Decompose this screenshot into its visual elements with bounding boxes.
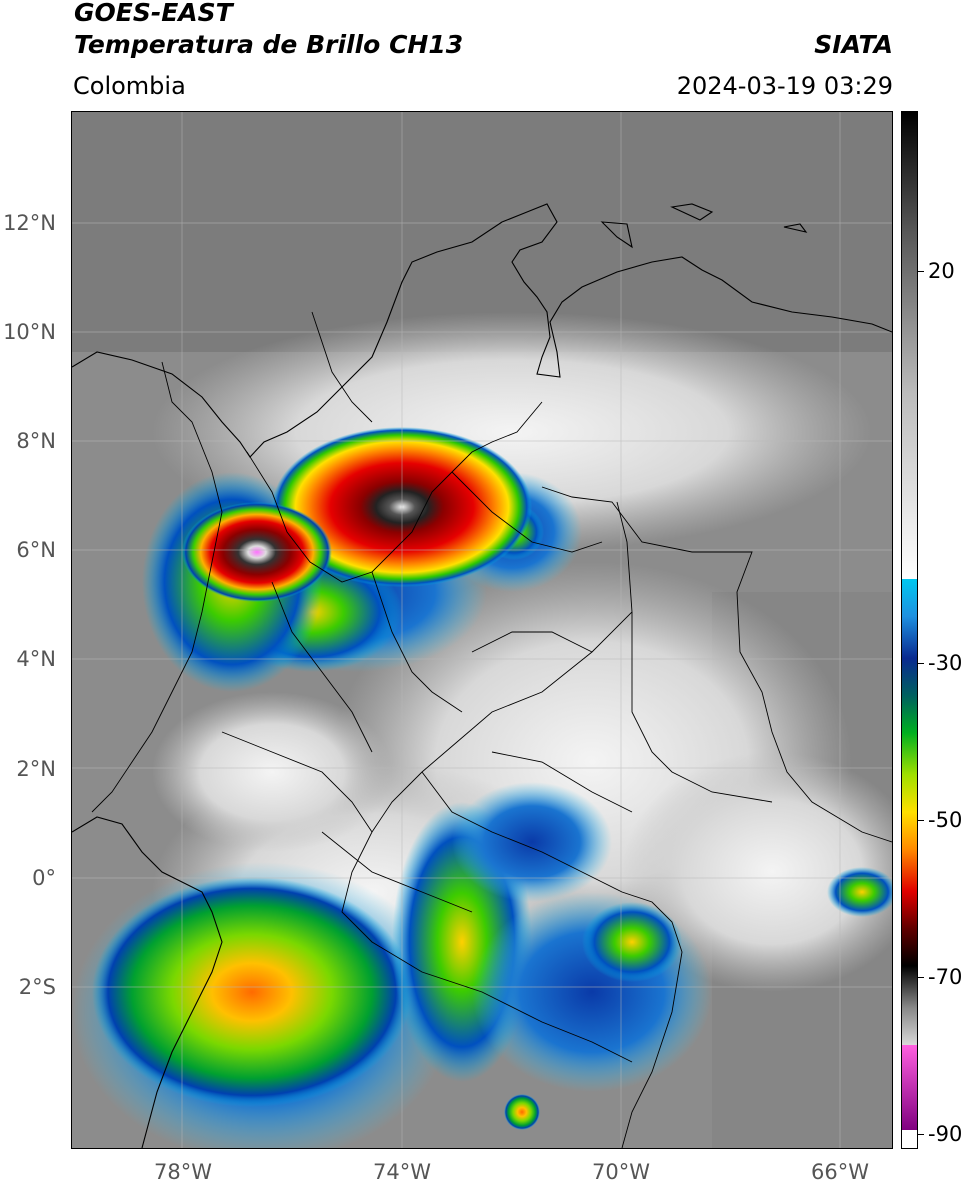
colorbar-canvas (902, 112, 917, 1148)
lon-label-74w: 74°W (373, 1160, 431, 1184)
colorbar-tick (918, 663, 924, 664)
colorbar-tick (918, 977, 924, 978)
lat-label-2s: 2°S (18, 975, 56, 999)
colorbar (901, 111, 918, 1149)
lat-label-10n: 10°N (3, 320, 56, 344)
borders (91, 311, 892, 1148)
timestamp-label: 2024-03-19 03:29 (676, 72, 893, 100)
title-sub: Temperatura de Brillo CH13 (74, 30, 464, 59)
satellite-map[interactable] (71, 111, 893, 1149)
region-label: Colombia (73, 72, 186, 100)
lon-label-70w: 70°W (592, 1160, 650, 1184)
colorbar-label-20: 20 (928, 259, 955, 283)
colorbar-tick (918, 271, 924, 272)
lat-label-4n: 4°N (16, 647, 56, 671)
lat-label-2n: 2°N (16, 757, 56, 781)
storm-pacific-coast (182, 502, 332, 602)
colorbar-tick (918, 1134, 924, 1135)
lon-label-66w: 66°W (811, 1160, 869, 1184)
coastlines (72, 203, 892, 1148)
brand-label: SIATA (814, 30, 893, 59)
colorbar-label-minus70: -70 (928, 965, 963, 989)
colorbar-tick (918, 820, 924, 821)
storm-amazon-west (92, 877, 412, 1107)
lat-label-12n: 12°N (3, 211, 56, 235)
colorbar-label-minus90: -90 (928, 1122, 963, 1146)
colorbar-label-minus50: -50 (928, 808, 963, 832)
lat-label-6n: 6°N (16, 538, 56, 562)
graticule (72, 112, 892, 1148)
map-canvas (72, 112, 892, 1148)
colorbar-label-minus30: -30 (928, 651, 963, 675)
lat-label-0: 0° (32, 866, 56, 890)
lat-label-8n: 8°N (16, 429, 56, 453)
title-main: GOES-EAST (74, 0, 233, 27)
lon-label-78w: 78°W (154, 1160, 212, 1184)
